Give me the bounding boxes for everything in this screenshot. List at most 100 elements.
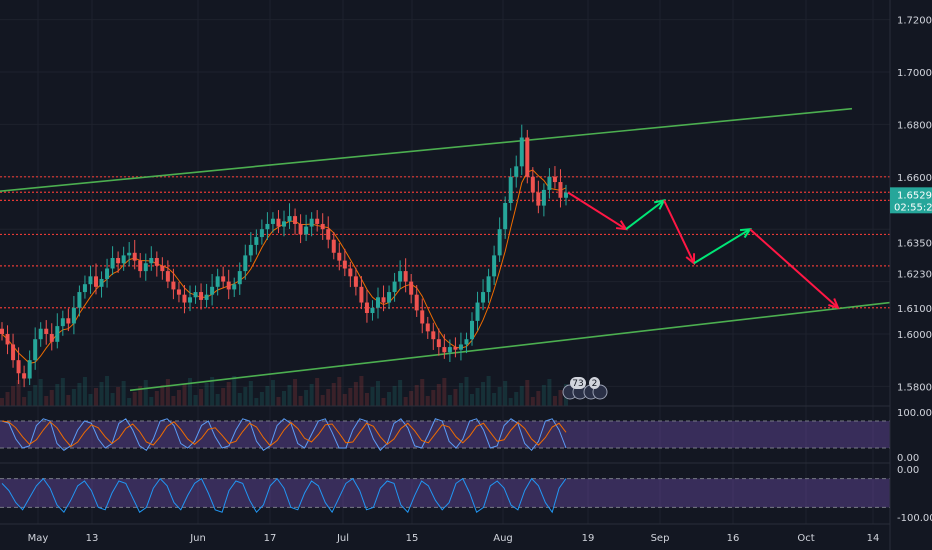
candle-body (403, 271, 408, 282)
candle-body (149, 258, 154, 264)
volume-bar (320, 395, 325, 406)
candle-body (127, 252, 132, 256)
volume-bar (508, 398, 513, 406)
channel-upper-line (0, 107, 853, 193)
candle-body (55, 326, 60, 342)
candle-body (49, 333, 54, 342)
candle-body (276, 218, 281, 227)
volume-bar (381, 398, 386, 406)
volume-bar (199, 389, 204, 406)
candle-body (381, 297, 386, 303)
volume-bar (232, 376, 237, 406)
candle-body (536, 192, 541, 206)
volume-bar (353, 382, 358, 406)
candle-body (199, 292, 204, 300)
candle-body (282, 221, 286, 227)
volume-bar (458, 383, 463, 406)
volume-bar (337, 377, 342, 406)
projection-segment (567, 191, 627, 231)
candle-body (409, 281, 414, 295)
volume-bar (55, 384, 60, 406)
candle-body (210, 286, 215, 295)
time-tick-label: May (28, 533, 49, 544)
candle-body (60, 318, 65, 327)
volume-bar (204, 383, 209, 406)
volume-bar (270, 380, 275, 406)
candle-body (116, 258, 121, 264)
candle-body (38, 328, 43, 340)
volume-bar (44, 396, 49, 406)
volume-bar (226, 382, 231, 406)
candle-body (353, 276, 358, 287)
volume-bar (403, 397, 408, 406)
candle-body (270, 218, 275, 224)
volume-bar (116, 387, 121, 406)
candle-body (514, 166, 519, 177)
volume-bar (436, 384, 441, 406)
stochastic-tick-label: 0.00 (897, 453, 919, 464)
williams-pane[interactable] (0, 477, 890, 514)
candle-body (298, 223, 303, 235)
time-tick-label: Jul (336, 533, 349, 544)
candle-body (525, 137, 530, 177)
candle-body (254, 237, 259, 245)
volume-bar (304, 390, 309, 406)
volume-bar (376, 381, 380, 406)
price-tick-label: 1.66000 (897, 173, 932, 184)
projection-segment (625, 199, 665, 230)
trend-channel[interactable] (0, 107, 891, 392)
stochastic-pane[interactable] (0, 418, 890, 452)
volume-bar (38, 379, 43, 406)
volume-bar (486, 376, 491, 406)
event-badges[interactable]: 73 2 (562, 377, 608, 400)
candle-body (160, 265, 165, 272)
volume-bar (248, 381, 253, 406)
volume-bar (342, 394, 347, 406)
volume-bar (293, 379, 298, 406)
candle-body (71, 307, 76, 324)
volume-bar (453, 389, 458, 406)
time-axis[interactable]: May 13 Jun 17 Jul 15 Aug 19 Sep 16 Oct 14 (28, 533, 880, 544)
candle-body (77, 292, 82, 308)
volume-bar (492, 393, 497, 406)
candle-body (359, 286, 364, 303)
candle-body (243, 255, 248, 272)
volume-bar (110, 393, 115, 406)
volume-bar (88, 394, 93, 406)
candle-body (475, 302, 480, 321)
volume-bar (442, 378, 447, 406)
candle-body (320, 223, 325, 230)
volume-bar (49, 390, 54, 406)
candle-body (110, 258, 115, 269)
volume-bar (16, 380, 21, 406)
candle-body (221, 276, 226, 282)
volume-bar (287, 385, 292, 406)
badge-count-box[interactable] (570, 377, 586, 389)
volume-bar (11, 386, 16, 406)
candle-body (176, 289, 181, 295)
time-tick-label: 16 (727, 533, 740, 544)
candle-body (464, 339, 469, 345)
badge-count-box-2[interactable] (589, 377, 600, 389)
candle-body (342, 260, 347, 269)
volume-bar (481, 382, 486, 406)
candle-body (431, 331, 436, 340)
candle-body (364, 302, 369, 314)
volume-bar (243, 387, 248, 406)
volume-bar (475, 388, 480, 406)
volume-bar (210, 377, 215, 406)
candle-body (33, 339, 38, 361)
projection-arrows[interactable] (567, 191, 840, 310)
time-tick-label: Jun (189, 533, 206, 544)
candle-body (453, 347, 458, 350)
williams-tick-label: 0.00 (897, 465, 919, 476)
main-price-pane[interactable] (0, 0, 891, 524)
channel-lower-line (129, 301, 891, 392)
candle-body (425, 323, 430, 332)
candle-body (0, 328, 4, 334)
stochastic-tick-label: 100.00 (897, 408, 932, 419)
volume-bar (387, 392, 392, 406)
volume-bar (519, 386, 524, 406)
